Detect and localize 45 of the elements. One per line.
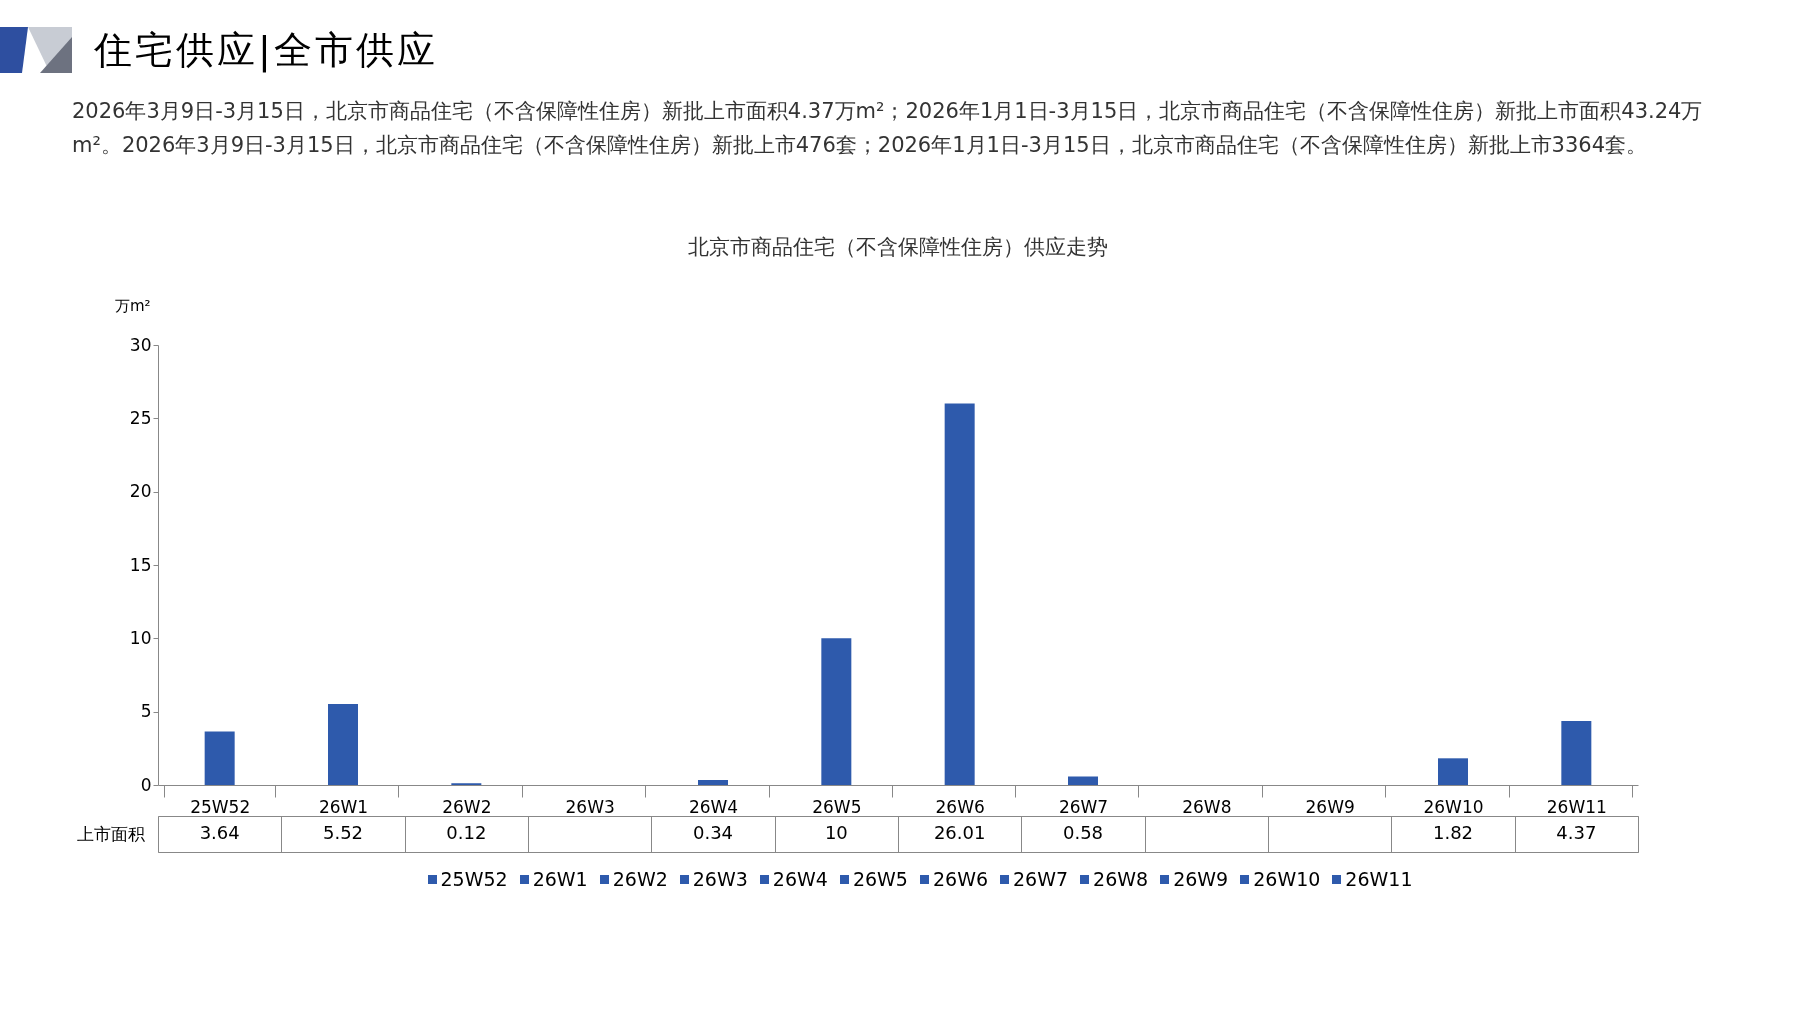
x-tick-label: 26W8 — [1182, 796, 1232, 817]
text: 上市面积 — [76, 823, 145, 844]
category-label: 26W8 — [1093, 868, 1149, 890]
category-label: 26W6 — [932, 868, 989, 890]
y-tick-label: 20 — [129, 481, 152, 502]
y-tick-label: 5 — [140, 701, 152, 722]
text: 2026年3月9日-3月15日，北京市商品住宅（不含保障性住房）新批上市面积4.37万m²；2026年1月1日-3月15日，北京市商品住宅（不含保障性住房）新批上市面积43.24万m²。2026年3月9日-3月15日，北京市商品住宅（不含保障性住房）新批上市476套；2026年1月1日-3月15日，北京市商品住宅（不含保障性住房）新批上市3364套。 — [72, 98, 1704, 159]
category-label: 26W2 — [612, 868, 668, 890]
x-tick-label: 26W9 — [1305, 796, 1355, 817]
category-label: 26W11 — [1345, 868, 1413, 890]
x-tick-label: 25W52 — [190, 796, 251, 817]
x-tick-label: 26W11 — [1546, 796, 1607, 817]
chart-title: 北京市商品住宅（不含保障性住房）供应走势 — [688, 235, 1108, 259]
category-label: 25W52 — [440, 868, 508, 890]
category-label: 26W5 — [852, 868, 908, 890]
data-label: 5.52 — [322, 822, 364, 843]
data-label: 0.12 — [446, 822, 487, 843]
text: 住宅供应|全市供应 — [94, 26, 438, 75]
category-label: 26W3 — [692, 868, 748, 890]
data-label: 0.58 — [1062, 822, 1104, 843]
y-tick-label: 25 — [129, 407, 152, 428]
x-tick-label: 26W5 — [812, 796, 862, 817]
x-tick-label: 26W7 — [1058, 796, 1109, 817]
category-label: 26W9 — [1173, 868, 1229, 890]
y-tick-label: 30 — [129, 334, 152, 355]
category-label: 26W4 — [772, 868, 828, 890]
category-label: 26W1 — [532, 868, 588, 890]
y-tick-label: 0 — [140, 774, 152, 795]
x-tick-label: 26W1 — [318, 796, 369, 817]
y-tick-label: 15 — [129, 554, 152, 575]
x-tick-label: 26W3 — [565, 796, 615, 817]
y-axis-title: 万m² — [114, 296, 151, 315]
category-label: 26W7 — [1013, 868, 1069, 890]
x-tick-label: 26W6 — [935, 796, 985, 817]
x-tick-label: 26W10 — [1423, 796, 1484, 817]
data-label: 0.34 — [692, 822, 734, 843]
data-label: 4.37 — [1556, 822, 1597, 843]
data-label: 10 — [824, 822, 848, 843]
category-label: 26W10 — [1253, 868, 1321, 890]
y-tick-label: 10 — [129, 627, 152, 648]
x-tick-label: 26W4 — [688, 796, 739, 817]
data-label: 1.82 — [1432, 822, 1474, 843]
x-tick-label: 26W2 — [442, 796, 492, 817]
data-label: 3.64 — [199, 822, 240, 843]
data-label: 26.01 — [933, 822, 986, 843]
